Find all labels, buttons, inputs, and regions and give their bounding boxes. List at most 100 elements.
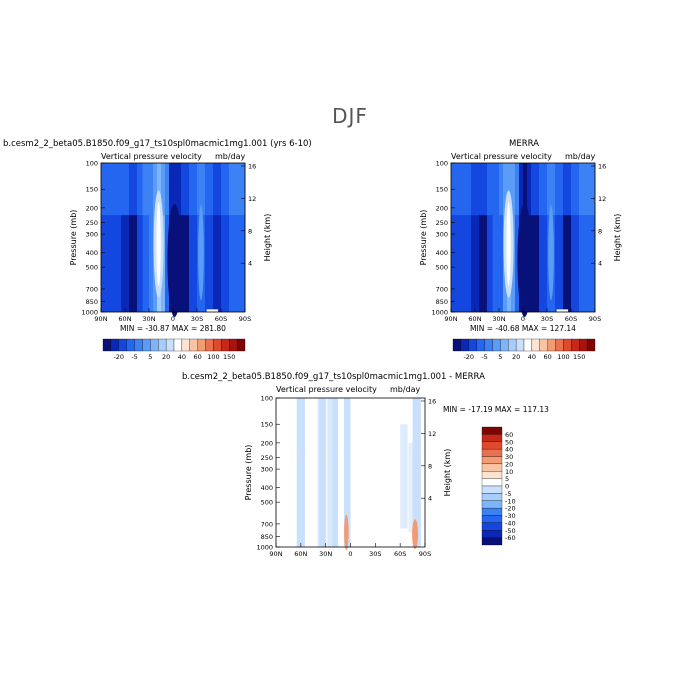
panel1-missing <box>206 309 219 314</box>
panel3-colorbar-label: -30 <box>505 512 516 520</box>
panel3-colorbar-swatch <box>481 434 503 442</box>
panel2-colorbar-label: 60 <box>544 353 552 361</box>
panel1-colorbar-swatch <box>110 338 119 352</box>
panel1-colorbar-swatch <box>221 338 230 352</box>
panel2-cell <box>539 215 548 312</box>
panel3-colorbar-label: -10 <box>505 497 516 505</box>
panel2-xtick-label: 90S <box>589 315 601 323</box>
panel2-cell <box>487 215 494 312</box>
panel1-colorbar-label: 20 <box>162 353 170 361</box>
panel3-xtick-label: 60S <box>394 550 406 558</box>
panel1-ytick-label: 250 <box>86 219 98 227</box>
panel2-colorbar-swatch <box>452 338 462 352</box>
panel3-xtick-label: 60N <box>294 550 307 558</box>
panel1-ytick-right-label: 8 <box>248 227 252 235</box>
panel2-ytick-right-label: 4 <box>598 260 602 268</box>
panel2-ytick-label: 400 <box>436 249 448 257</box>
panel3-cell <box>304 398 314 451</box>
panel2-cell <box>571 215 580 312</box>
panel1-cell <box>142 163 150 216</box>
panel3-cell <box>317 398 327 547</box>
panel2-cell <box>487 163 494 216</box>
panel1-cell <box>205 163 214 216</box>
panel1-cell <box>229 163 238 216</box>
panel1-xtick-label: 60S <box>215 315 227 323</box>
panel3-cell <box>420 450 426 547</box>
panel2-ytick-label: 200 <box>436 204 448 212</box>
panel1-colorbar-swatch <box>165 338 175 352</box>
panel1-cell <box>149 215 154 312</box>
panel2-xtick-label: 60N <box>468 315 481 323</box>
panel1-xtick-label: 0 <box>171 315 175 323</box>
panel2-colorbar-label: 20 <box>512 353 520 361</box>
panel1-ascent-core <box>167 203 182 317</box>
panel3-cell <box>338 450 345 547</box>
panel3-cell <box>332 450 339 547</box>
panel3-ytick-label: 200 <box>261 439 273 447</box>
panel2-cell <box>563 163 572 216</box>
panel2-colorbar-swatch <box>508 338 517 352</box>
panel2-ytick-right-label: 12 <box>598 195 606 203</box>
panel2-colorbar-swatch <box>586 338 596 352</box>
panel3-ytick-right-label: 8 <box>428 462 432 470</box>
panel1-xtick-label: 90S <box>239 315 251 323</box>
panel3-ytick-label: 150 <box>261 421 273 429</box>
panel3-xtick-label: 90S <box>419 550 431 558</box>
panel1-colorbar-swatch <box>158 338 167 352</box>
panel2-cell <box>531 163 540 216</box>
panel1-plot <box>100 162 246 317</box>
panel2-cell <box>523 163 528 216</box>
figure-title: DJF <box>332 104 368 128</box>
panel2-cell <box>531 215 540 312</box>
panel3-cell <box>362 398 372 451</box>
panel2-ytick-label: 850 <box>436 298 448 306</box>
panel3-cell <box>350 450 356 547</box>
panel1-cell <box>189 215 198 312</box>
panel3-colorbar-swatch <box>481 522 503 531</box>
panel3-stats: MIN = -17.19 MAX = 117.13 <box>443 405 549 414</box>
panel3-cell <box>387 450 397 547</box>
panel1-cell <box>113 215 122 312</box>
panel2-cell <box>503 163 508 216</box>
panel2-ytick-label: 500 <box>436 264 448 272</box>
panel3-cell <box>412 450 422 547</box>
panel1-colorbar-swatch <box>197 338 206 352</box>
panel2-missing <box>556 309 569 314</box>
panel3-colorbar-label: -40 <box>505 519 516 527</box>
panel1-colorbar-swatch <box>205 338 214 352</box>
panel2-cell <box>515 215 520 312</box>
panel1-colorbar-swatch <box>150 338 159 352</box>
panel3-colorbar-swatch <box>481 485 503 494</box>
panel3-cell <box>362 450 372 547</box>
panel2-colorbar-swatch <box>460 338 469 352</box>
panel1-ytick-label: 200 <box>86 204 98 212</box>
panel2-colorbar-label: 150 <box>573 353 585 361</box>
panel1-colorbar-swatch <box>236 338 246 352</box>
panel2-colorbar-swatch <box>500 338 509 352</box>
panel3-ytick-right-label: 16 <box>428 397 436 405</box>
panel1-band <box>198 205 204 301</box>
panel2-xtick-label: 30N <box>492 315 505 323</box>
panel2-xtick-label: 30S <box>541 315 553 323</box>
panel1-cell <box>121 215 130 312</box>
panel1-cell <box>181 163 190 216</box>
panel1-ytick-label: 500 <box>86 264 98 272</box>
panel3-colorbar-swatch <box>481 426 503 435</box>
panel3-colorbar-swatch <box>481 478 503 487</box>
panel1-cell <box>149 163 154 216</box>
panel3-colorbar-swatch <box>481 515 503 524</box>
panel2-ylabel: Pressure (mb) <box>419 210 428 266</box>
panel3-ytick-right-label: 4 <box>428 495 432 503</box>
panel1-cell <box>121 163 130 216</box>
panel2-cell <box>511 163 516 216</box>
panel1-colorbar-label: -5 <box>131 353 137 361</box>
panel3-colorbar-swatch <box>481 471 503 479</box>
panel2-cell <box>563 215 572 312</box>
panel2-colorbar-swatch <box>579 338 588 352</box>
panel3-cell <box>338 398 345 451</box>
panel2-colorbar-label: -20 <box>463 353 474 361</box>
panel2-colorbar-swatch <box>531 338 540 352</box>
panel3-xtick-label: 90N <box>269 550 282 558</box>
panel3-ytick-label: 700 <box>261 520 273 528</box>
